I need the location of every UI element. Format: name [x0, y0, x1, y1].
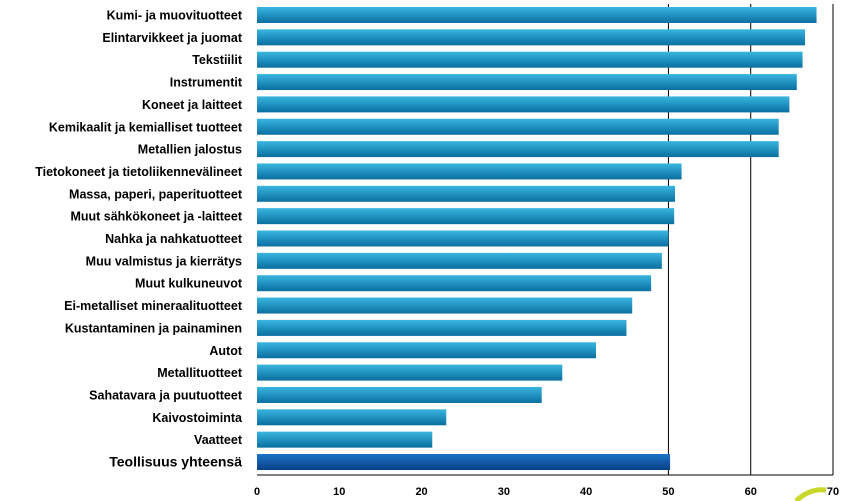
- category-label: Ei-metalliset mineraalituotteet: [64, 299, 243, 313]
- category-label: Tekstiilit: [192, 53, 243, 67]
- category-label: Sahatavara ja puutuotteet: [89, 388, 243, 402]
- x-axis-ticks: 0 10 20 30 40 50 60 70: [254, 486, 839, 498]
- bar: [257, 230, 669, 247]
- bar: [257, 51, 803, 68]
- x-tick-label: 50: [662, 486, 674, 498]
- x-tick-label: 20: [415, 486, 427, 498]
- x-tick-label: 40: [580, 486, 592, 498]
- category-label: Muu valmistus ja kierrätys: [86, 254, 242, 268]
- category-label: Metallien jalostus: [138, 143, 242, 157]
- x-tick-label: 0: [254, 486, 260, 498]
- category-label: Elintarvikkeet ja juomat: [102, 31, 242, 45]
- bar: [257, 118, 779, 135]
- category-label: Metallituotteet: [157, 366, 243, 380]
- category-labels: Kumi- ja muovituotteet Elintarvikkeet ja …: [35, 9, 243, 470]
- bar: [257, 7, 817, 23]
- x-tick-label: 70: [827, 486, 839, 498]
- bar: [257, 29, 806, 46]
- x-tick-label: 10: [333, 486, 345, 498]
- category-label: Autot: [209, 344, 242, 358]
- bar: [257, 163, 682, 180]
- bar: [257, 319, 627, 336]
- bar-total: [257, 454, 671, 470]
- category-label: Nahka ja nahkatuotteet: [105, 232, 243, 246]
- bar: [257, 96, 790, 113]
- bar: [257, 74, 797, 91]
- category-label: Kustantaminen ja painaminen: [65, 321, 242, 335]
- decorative-swoosh: [794, 487, 827, 501]
- category-label-total: Teollisuus yhteensä: [109, 454, 242, 470]
- bar: [257, 386, 542, 403]
- x-tick-label: 30: [498, 486, 510, 498]
- bar: [257, 409, 447, 426]
- category-label: Kemikaalit ja kemialliset tuotteet: [49, 120, 243, 134]
- category-label: Kumi- ja muovituotteet: [107, 9, 243, 23]
- bar: [257, 185, 676, 202]
- bar: [257, 342, 597, 359]
- bar: [257, 431, 433, 448]
- bar: [257, 297, 633, 314]
- category-label: Instrumentit: [170, 76, 243, 90]
- category-label: Koneet ja laitteet: [142, 98, 243, 112]
- bar: [257, 252, 662, 269]
- bar: [257, 275, 652, 292]
- category-label: Tietokoneet ja tietoliikennevälineet: [35, 165, 243, 179]
- category-label: Muut kulkuneuvot: [135, 277, 243, 291]
- category-label: Vaatteet: [194, 433, 243, 447]
- category-label: Muut sähkökoneet ja -laitteet: [70, 210, 242, 224]
- bar: [257, 364, 563, 381]
- bar: [257, 208, 675, 225]
- bars: [257, 7, 817, 470]
- category-label: Kaivostoiminta: [152, 411, 243, 425]
- bar: [257, 141, 779, 158]
- x-tick-label: 60: [745, 486, 757, 498]
- category-label: Massa, paperi, paperituotteet: [69, 187, 243, 201]
